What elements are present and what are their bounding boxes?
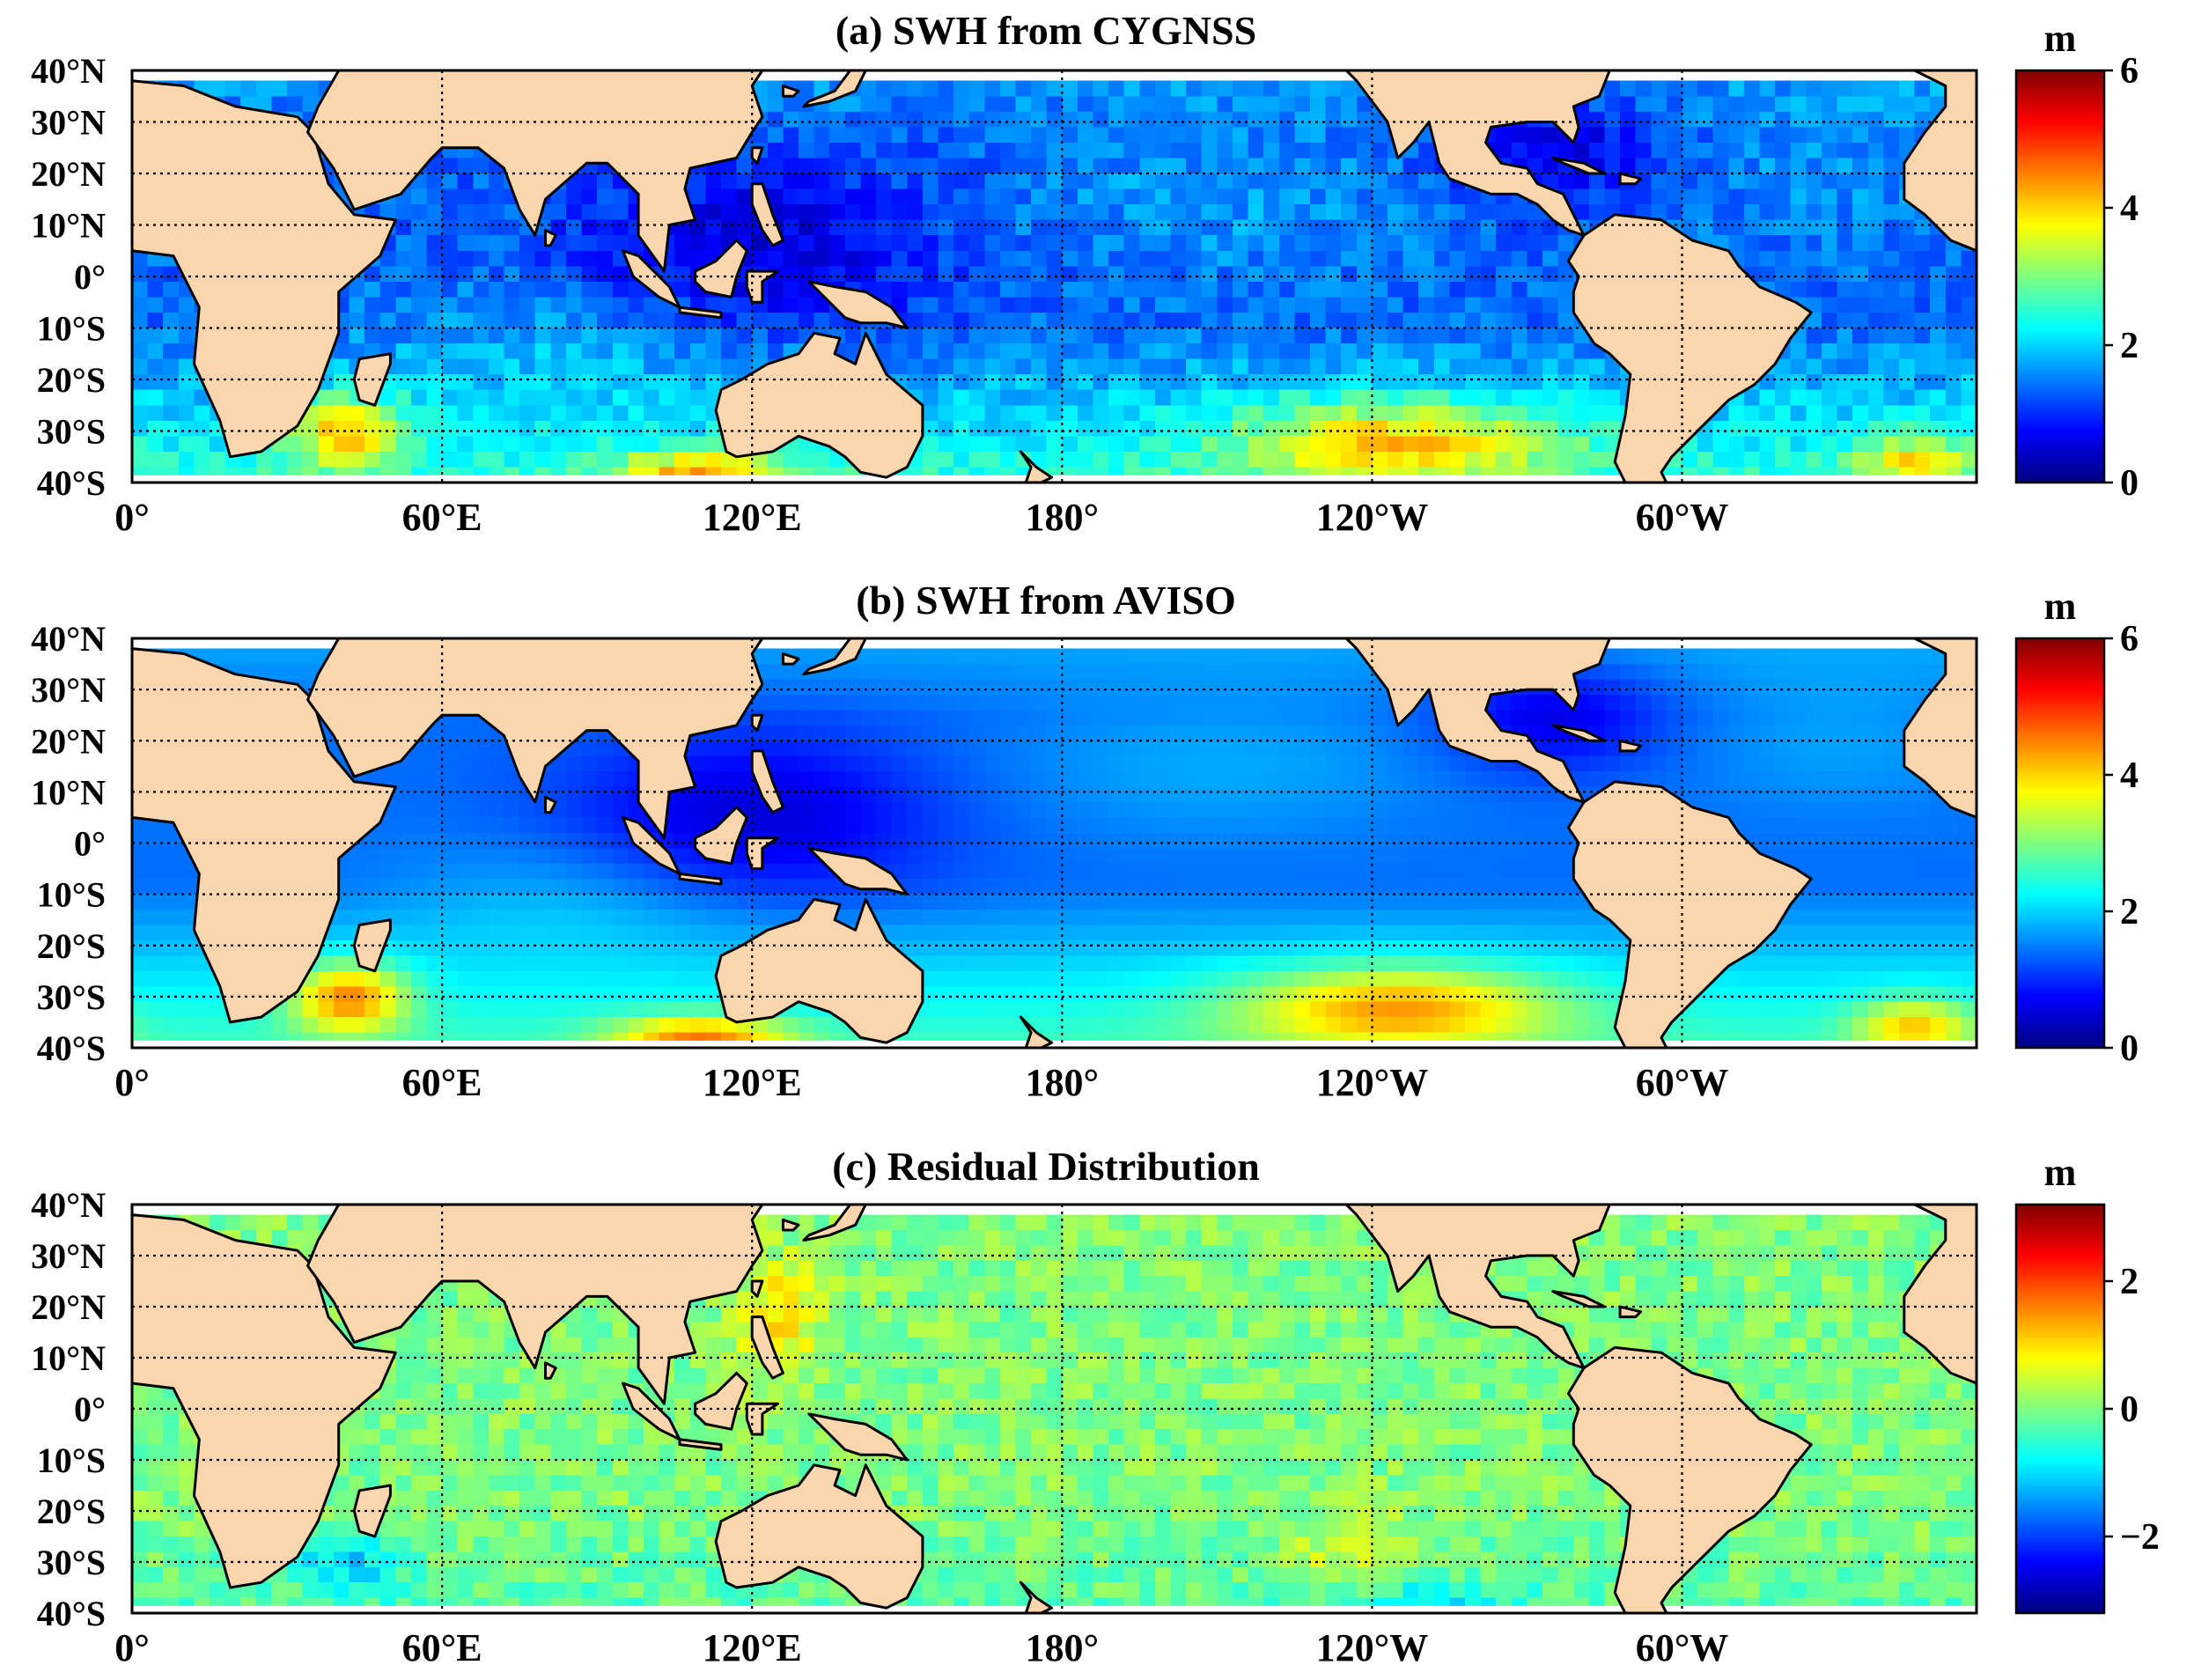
latitude-labels: 40°N 30°N 20°N 10°N 0° 10°S 20°S 30°S 40°S (31, 619, 106, 1068)
latitude-tick-label: 30°N (31, 103, 106, 143)
longitude-tick-label: 60°W (1636, 1626, 1729, 1669)
colorbar: m 0 2 4 6 (2016, 17, 2139, 504)
latitude-tick-label: 30°N (31, 670, 106, 710)
colorbar-tick-label: 4 (2120, 188, 2139, 229)
latitude-tick-label: 10°S (37, 875, 106, 915)
longitude-tick-label: 60°E (402, 496, 482, 539)
latitude-tick-label: 10°S (37, 1441, 106, 1480)
colorbar-unit: m (2044, 17, 2077, 60)
colorbar-tick-label: 4 (2120, 755, 2139, 796)
panel-title: (c) Residual Distribution (832, 1144, 1260, 1189)
longitude-tick-label: 60°W (1636, 496, 1729, 539)
latitude-tick-label: 40°N (31, 619, 106, 659)
latitude-tick-label: 10°N (31, 206, 106, 246)
latitude-labels: 40°N 30°N 20°N 10°N 0° 10°S 20°S 30°S 40°S (31, 51, 106, 503)
colorbar-unit: m (2044, 1151, 2077, 1194)
longitude-tick-label: 120°W (1316, 1626, 1429, 1669)
latitude-tick-label: 30°N (31, 1236, 106, 1276)
latitude-tick-label: 30°S (37, 412, 106, 452)
latitude-tick-label: 40°S (37, 1594, 106, 1633)
colorbar-tick-label: 2 (2120, 892, 2139, 932)
latitude-tick-label: 10°N (31, 772, 106, 812)
longitude-tick-label: 120°E (703, 1626, 802, 1669)
latitude-tick-label: 40°N (31, 51, 106, 91)
colorbar-unit: m (2044, 585, 2077, 628)
panel-b: (b) SWH from AVISO m 0 2 4 6 40°N 30°N 20°N 10°… (31, 578, 2139, 1104)
latitude-tick-label: 20°S (37, 1492, 106, 1531)
longitude-tick-label: 120°E (703, 1061, 802, 1104)
longitude-tick-label: 60°E (402, 1061, 482, 1104)
panel-a: (a) SWH from CYGNSS m 0 2 4 6 40°N 30°N 20°N 10… (31, 8, 2139, 539)
latitude-tick-label: 0° (74, 824, 106, 864)
longitude-labels: 0° 60°E 120°E 180° 120°W 60°W (114, 1061, 1728, 1104)
longitude-tick-label: 180° (1025, 1626, 1099, 1669)
colorbar-tick-label: 6 (2120, 619, 2139, 659)
colorbar-gradient (2016, 1205, 2104, 1613)
latitude-tick-label: 30°S (37, 977, 106, 1017)
latitude-tick-label: 10°S (37, 309, 106, 349)
latitude-tick-label: 0° (74, 257, 106, 297)
panel-title: (b) SWH from AVISO (856, 578, 1236, 623)
colorbar-tick-label: 0 (2120, 463, 2139, 504)
longitude-tick-label: 0° (114, 496, 150, 539)
map-area (132, 70, 1977, 483)
longitude-tick-label: 60°E (402, 1626, 482, 1669)
latitude-tick-label: 20°N (31, 721, 106, 761)
latitude-tick-label: 20°S (37, 360, 106, 400)
longitude-tick-label: 120°W (1316, 496, 1429, 539)
longitude-labels: 0° 60°E 120°E 180° 120°W 60°W (114, 496, 1728, 539)
colorbar-tick-label: −2 (2120, 1517, 2160, 1558)
latitude-tick-label: 20°N (31, 1287, 106, 1327)
latitude-tick-label: 0° (74, 1389, 106, 1429)
longitude-labels: 0° 60°E 120°E 180° 120°W 60°W (114, 1626, 1728, 1669)
map-area (132, 638, 1977, 1049)
longitude-tick-label: 120°E (703, 496, 802, 539)
latitude-tick-label: 20°N (31, 154, 106, 194)
colorbar-gradient (2016, 638, 2104, 1048)
colorbar: m −2 0 2 (2016, 1151, 2160, 1613)
latitude-tick-label: 40°S (37, 463, 106, 503)
latitude-tick-label: 20°S (37, 926, 106, 966)
colorbar: m 0 2 4 6 (2016, 585, 2139, 1069)
latitude-labels: 40°N 30°N 20°N 10°N 0° 10°S 20°S 30°S 40°S (31, 1185, 106, 1633)
longitude-tick-label: 180° (1025, 496, 1099, 539)
longitude-tick-label: 0° (114, 1626, 150, 1669)
panel-title: (a) SWH from CYGNSS (836, 8, 1256, 53)
longitude-tick-label: 0° (114, 1061, 150, 1104)
colorbar-gradient (2016, 70, 2104, 483)
latitude-tick-label: 30°S (37, 1543, 106, 1582)
colorbar-tick-label: 2 (2120, 326, 2139, 366)
longitude-tick-label: 60°W (1636, 1061, 1729, 1104)
map-area (132, 1205, 1977, 1614)
colorbar-tick-label: 0 (2120, 1028, 2139, 1069)
longitude-tick-label: 120°W (1316, 1061, 1429, 1104)
latitude-tick-label: 40°N (31, 1185, 106, 1225)
colorbar-tick-label: 2 (2120, 1262, 2139, 1302)
longitude-tick-label: 180° (1025, 1061, 1099, 1104)
latitude-tick-label: 40°S (37, 1028, 106, 1068)
panel-c: (c) Residual Distribution m −2 0 2 40°N 30°N… (31, 1144, 2160, 1669)
colorbar-tick-label: 0 (2120, 1389, 2139, 1430)
latitude-tick-label: 10°N (31, 1338, 106, 1378)
colorbar-tick-label: 6 (2120, 51, 2139, 92)
